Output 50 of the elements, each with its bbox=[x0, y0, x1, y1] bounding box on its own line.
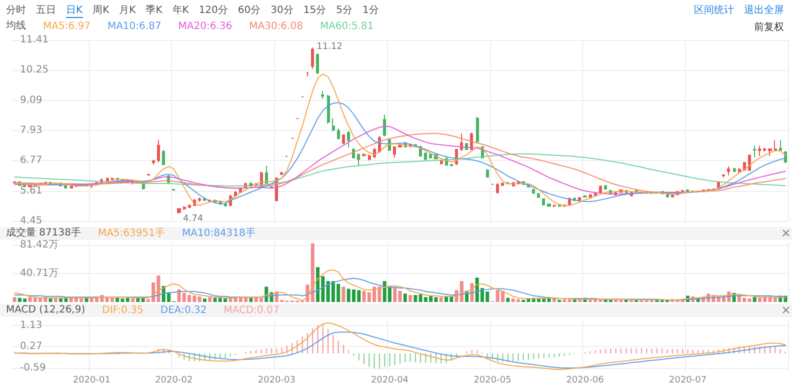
y-tick-label: 40.71万 bbox=[20, 268, 59, 280]
text: 日K bbox=[66, 3, 83, 18]
y-tick-label: 10.25 bbox=[20, 64, 49, 76]
text: MA5:6.97 bbox=[43, 21, 90, 32]
text: 1分 bbox=[362, 4, 379, 18]
y-tick-label: 4.45 bbox=[20, 216, 42, 226]
text: MA30:6.08 bbox=[249, 21, 303, 32]
text: 月K bbox=[119, 4, 136, 18]
legend-title: 均线 bbox=[5, 20, 26, 32]
text: MA60:5.81 bbox=[320, 21, 374, 32]
y-tick-label: 9.09 bbox=[20, 94, 42, 106]
y-tick-label: -0.59 bbox=[20, 362, 46, 374]
y-tick-label: 5.61 bbox=[20, 185, 42, 196]
annotation: 11.12 bbox=[316, 42, 342, 52]
text: 前复权 bbox=[754, 22, 784, 33]
y-tick-label: 11.41 bbox=[20, 34, 49, 46]
x-tick-label: 2020-07 bbox=[668, 376, 707, 386]
x-tick-label: 2020-03 bbox=[258, 376, 296, 386]
text: DIF:0.35 bbox=[102, 305, 144, 316]
text: MA10:6.87 bbox=[107, 21, 162, 32]
chart-title: 成交量 87138手 bbox=[6, 226, 81, 238]
text: 分时 bbox=[6, 4, 26, 18]
x-tick-label: 2020-01 bbox=[72, 376, 110, 386]
text: 5分 bbox=[336, 4, 352, 18]
text: 五日 bbox=[36, 4, 56, 18]
text: 120分 bbox=[198, 4, 228, 18]
annotation: 4.74 bbox=[183, 214, 204, 224]
y-tick-label: 7.93 bbox=[20, 125, 42, 136]
text: 15分 bbox=[303, 4, 326, 18]
text: DEA:0.32 bbox=[160, 305, 207, 316]
x-tick-label: 2020-06 bbox=[566, 376, 604, 386]
text: 30分 bbox=[270, 4, 294, 18]
chart-title: MACD (12,26,9) bbox=[6, 304, 86, 316]
text: MA5:63951手 bbox=[98, 227, 166, 239]
y-tick-label: 81.42万 bbox=[20, 240, 59, 251]
text: MA20:6.36 bbox=[178, 21, 232, 32]
text: 区间统计 bbox=[694, 4, 734, 17]
y-tick-label: 1.13 bbox=[20, 320, 42, 331]
text: MA10:84318手 bbox=[182, 227, 256, 239]
text: 60分 bbox=[238, 4, 261, 18]
text: 季K bbox=[146, 4, 162, 18]
x-tick-label: 2020-02 bbox=[155, 376, 193, 386]
text: 年K bbox=[172, 4, 189, 18]
text: 周K bbox=[92, 4, 110, 18]
text: 退出全屏 bbox=[744, 4, 784, 17]
y-tick-label: 6.77 bbox=[20, 155, 42, 166]
y-tick-label: 0.27 bbox=[20, 341, 42, 352]
text: MACD:0.07 bbox=[224, 305, 280, 316]
x-tick-label: 2020-04 bbox=[370, 376, 409, 386]
x-tick-label: 2020-05 bbox=[474, 376, 512, 386]
